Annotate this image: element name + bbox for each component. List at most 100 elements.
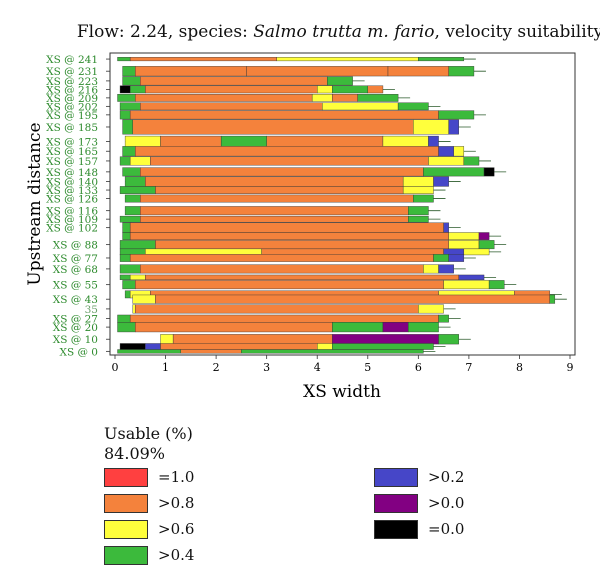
y-tick-label: XS @ 165 (46, 146, 98, 158)
bar-segment-yellow (423, 264, 439, 274)
y-tick-label: XS @ 20 (53, 322, 98, 334)
bar-segment-orange (135, 146, 439, 157)
y-tick-label: XS @ 77 (53, 253, 98, 265)
bar-segment-black (119, 85, 131, 94)
x-tick-label: 8 (516, 361, 523, 374)
legend-label: =0.0 (428, 520, 465, 538)
y-tick-label: XS @ 126 (46, 194, 98, 206)
y-tick-label: XS @ 157 (46, 156, 98, 168)
bar-segment-green (119, 240, 156, 250)
bar-segment-orange (266, 135, 384, 148)
bar-segment-green (488, 280, 505, 290)
bar-segment-green (241, 349, 424, 354)
bar-segment-orange (160, 343, 318, 350)
cross-section-35 (132, 304, 456, 314)
legend-title: Usable (%) (104, 424, 193, 443)
bar-segment-orange (145, 85, 318, 94)
bar-segment-yellow (129, 156, 151, 166)
bar-segment-orange (180, 349, 242, 354)
bar-segment-orange (140, 76, 328, 86)
x-tick-label: 2 (213, 361, 220, 374)
legend-swatch (104, 467, 148, 487)
legend-swatch (374, 519, 418, 539)
cross-section-173 (124, 135, 451, 148)
bar-segment-yellow (311, 94, 333, 102)
y-tick-label: XS @ 195 (46, 110, 98, 122)
bar-segment-green (117, 314, 131, 323)
bar-segment-green (122, 222, 131, 233)
y-tick-label: XS @ 27 (53, 314, 98, 326)
bar-segment-green (122, 146, 136, 157)
cross-section-195 (119, 110, 486, 120)
bar-segment-orange (145, 176, 404, 187)
bar-segment-green (122, 76, 141, 86)
bar-segment-orange (140, 206, 409, 216)
cross-section-0 (117, 349, 436, 354)
legend-item: =0.0 (374, 518, 464, 540)
bar-segment-orange (155, 240, 449, 250)
bar-segment-green (122, 232, 131, 240)
x-tick-label: 7 (465, 361, 472, 374)
bar-segment-green (117, 322, 136, 333)
cross-section-61 (119, 274, 497, 281)
bar-segment-yellow (463, 248, 490, 256)
bar-segment-orange (129, 110, 439, 120)
x-axis-label: XS width (303, 382, 381, 402)
cross-section-77 (119, 254, 476, 262)
bar-segment-green (332, 85, 368, 94)
legend-item: >0.8 (104, 492, 194, 514)
legend-item: >0.6 (104, 518, 194, 540)
bar-segment-yellow (443, 280, 490, 290)
bar-segment-orange (135, 304, 419, 314)
x-tick-label: 4 (314, 361, 321, 374)
bar-segment-blue (448, 254, 465, 262)
bar-segment-green (122, 167, 141, 177)
y-tick-label: XS @ 10 (53, 334, 98, 346)
bar-segment-orange (140, 102, 323, 111)
y-tick-label: XS @ 209 (46, 93, 98, 105)
bar-segment-green (357, 94, 399, 102)
bar-segment-yellow (129, 274, 146, 281)
cross-section-43 (132, 294, 567, 304)
legend-swatch (374, 493, 418, 513)
bars-layer (117, 57, 567, 354)
cross-section-4 (119, 343, 446, 350)
title-suffix: , velocity suitability (434, 22, 600, 42)
x-tick-label: 3 (263, 361, 270, 374)
bar-segment-green (438, 110, 475, 120)
bar-segment-green (119, 215, 141, 223)
bar-segment-purple (332, 334, 439, 345)
bar-segment-yellow (317, 343, 333, 350)
bar-segment-yellow (402, 186, 434, 194)
bar-segment-green (408, 322, 439, 333)
bar-segment-yellow (448, 240, 480, 250)
bar-segment-green (438, 334, 459, 345)
bar-segment-orange (155, 186, 404, 194)
legend-label: >0.8 (158, 494, 195, 512)
bar-segment-yellow (428, 156, 465, 166)
bar-segment-blue (438, 264, 454, 274)
legend-item: =1.0 (104, 466, 194, 488)
y-tick-label: XS @ 202 (46, 101, 98, 113)
cross-section-20 (117, 322, 451, 333)
legend-item: >0.4 (104, 544, 194, 566)
title-prefix: Flow: 2.24, species: (77, 22, 253, 42)
x-tick-label: 5 (364, 361, 371, 374)
cross-section-126 (124, 194, 446, 203)
cross-section-140 (124, 176, 461, 187)
bar-segment-yellow (132, 304, 136, 314)
cross-section-27 (117, 314, 461, 323)
bar-segment-green (478, 240, 495, 250)
x-tick-label: 9 (567, 361, 574, 374)
bar-segment-green (122, 66, 136, 77)
cross-section-95 (122, 232, 502, 240)
chart-title: Flow: 2.24, species: Salmo trutta m. far… (77, 22, 600, 42)
bar-segment-orange (132, 119, 414, 135)
bar-segment-green (124, 176, 146, 187)
bar-segment-green (117, 57, 131, 62)
y-tick-label: XS @ 43 (53, 294, 98, 306)
bar-segment-blue (448, 119, 459, 135)
bar-segment-green (423, 167, 485, 177)
x-tick-label: 0 (112, 361, 119, 374)
bar-segment-green (124, 206, 141, 216)
